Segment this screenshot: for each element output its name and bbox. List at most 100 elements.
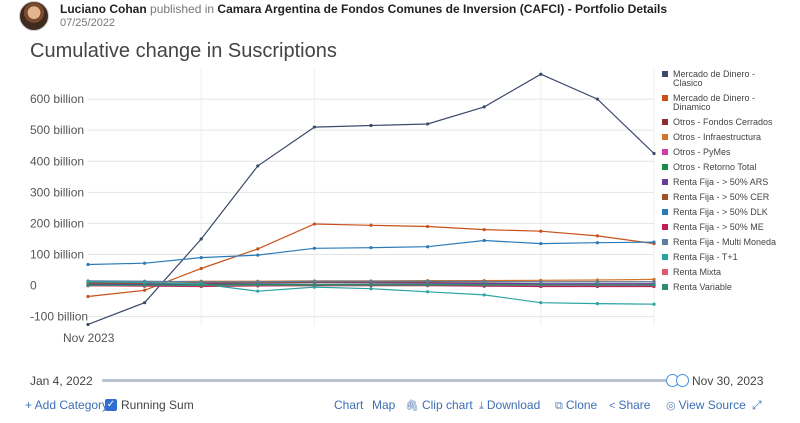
legend-swatch	[662, 179, 668, 185]
data-point	[595, 283, 600, 287]
add-category-button[interactable]: + Add Category	[25, 398, 109, 412]
data-point	[312, 125, 316, 129]
clip-chart-button[interactable]: 🖇 Clip chart	[405, 398, 473, 412]
legend-label: Otros - Retorno Total	[673, 162, 756, 172]
data-point	[539, 301, 543, 305]
legend-swatch	[662, 269, 668, 275]
data-point	[482, 228, 486, 232]
data-point	[86, 294, 90, 299]
legend-swatch	[662, 284, 668, 290]
data-point	[652, 151, 656, 156]
slider-start-date: Jan 4, 2022	[30, 374, 93, 388]
data-point	[143, 288, 147, 292]
running-sum-checkbox[interactable]: ✓	[105, 399, 117, 411]
download-label: Download	[486, 398, 541, 412]
data-point	[482, 283, 486, 287]
data-point	[426, 245, 430, 249]
view-source-label: View Source	[678, 398, 746, 412]
legend-label: Clasico	[673, 78, 703, 88]
legend-swatch	[662, 239, 668, 245]
legend-label: Renta Fija - > 50% ME	[673, 222, 764, 232]
data-point	[143, 283, 147, 287]
y-tick-label: 100 billion	[30, 248, 84, 262]
map-view-button[interactable]: Map	[372, 398, 396, 412]
data-point	[652, 280, 656, 284]
paperclip-icon: 🖇	[405, 400, 419, 412]
data-point	[539, 280, 543, 284]
legend-label: Otros - Infraestructura	[673, 132, 761, 142]
view-source-button[interactable]: ◎ View Source	[666, 398, 746, 412]
chart-toolbar: + Add Category ✓ Running Sum Chart Map 🖇…	[0, 398, 800, 416]
data-point	[482, 279, 486, 284]
legend-label: Mercado de Dinero -	[673, 93, 755, 103]
data-point	[539, 72, 543, 76]
legend-label: Renta Fija - Multi Moneda	[673, 237, 776, 247]
chart-view-button[interactable]: Chart	[334, 398, 364, 412]
data-point	[595, 280, 600, 284]
legend-label: Renta Fija - T+1	[673, 252, 738, 262]
data-point	[595, 241, 600, 245]
legend-label: Renta Fija - > 50% CER	[673, 192, 770, 202]
slider-end-date: Nov 30, 2023	[692, 374, 764, 388]
data-point	[86, 280, 90, 284]
data-point	[256, 164, 260, 168]
legend-label: Otros - PyMes	[673, 147, 731, 157]
data-point	[312, 279, 316, 283]
data-point	[539, 283, 543, 287]
y-tick-label: 500 billion	[30, 123, 84, 137]
data-point	[143, 280, 147, 285]
eye-icon: ◎	[666, 400, 676, 412]
data-point	[652, 240, 656, 244]
data-point	[86, 283, 90, 287]
data-point	[539, 229, 543, 233]
data-point	[426, 279, 430, 283]
data-point	[652, 283, 656, 287]
data-point	[595, 234, 600, 238]
author-name[interactable]: Luciano Cohan	[60, 2, 147, 16]
data-point	[199, 237, 203, 241]
date-range-slider[interactable]	[102, 379, 678, 382]
legend-label: Otros - Fondos Cerrados	[673, 117, 773, 127]
y-tick-label: 600 billion	[30, 92, 84, 106]
legend-swatch	[662, 149, 668, 155]
publish-date: 07/25/2022	[60, 17, 116, 29]
legend-swatch	[662, 209, 668, 215]
legend-label: Mercado de Dinero -	[673, 69, 755, 79]
data-point	[256, 253, 260, 257]
data-point	[482, 238, 486, 243]
download-icon: ⤓	[479, 400, 484, 412]
author-avatar[interactable]	[19, 1, 49, 31]
legend-swatch	[662, 164, 668, 170]
data-point	[369, 279, 373, 283]
publish-line: Luciano Cohan published in Camara Argent…	[60, 2, 667, 16]
y-tick-label: -100 billion	[30, 310, 88, 324]
data-point	[369, 246, 373, 250]
clip-chart-label: Clip chart	[421, 398, 473, 412]
share-button[interactable]: < Share	[609, 398, 650, 412]
data-point	[539, 242, 543, 246]
publisher-header: Luciano Cohan published in Camara Argent…	[0, 0, 800, 36]
y-tick-label: 200 billion	[30, 216, 84, 230]
data-point	[312, 222, 316, 226]
running-sum-label[interactable]: Running Sum	[121, 398, 194, 412]
line-chart[interactable]: 600 billion 500 billion 400 billion 300 bil…	[0, 0, 800, 370]
legend-swatch	[662, 254, 668, 260]
slider-handle-right[interactable]	[676, 374, 689, 387]
data-point	[199, 256, 203, 260]
data-point	[369, 283, 373, 287]
data-point	[652, 302, 656, 306]
legend-swatch	[662, 95, 668, 101]
data-point	[426, 224, 430, 229]
download-button[interactable]: ⤓ Download	[479, 398, 540, 413]
x-tick-label: Nov 2023	[63, 331, 115, 345]
series-line	[87, 239, 655, 266]
legend-label: Dinamico	[673, 102, 711, 112]
clone-button[interactable]: ⧉ Clone	[555, 398, 597, 413]
data-point	[256, 247, 260, 251]
data-point	[143, 261, 147, 265]
clone-icon: ⧉	[555, 400, 563, 412]
legend-swatch	[662, 71, 668, 77]
source-link[interactable]: Camara Argentina de Fondos Comunes de In…	[217, 2, 668, 16]
fullscreen-icon[interactable]: ⤢	[752, 398, 762, 412]
data-point	[256, 280, 260, 284]
